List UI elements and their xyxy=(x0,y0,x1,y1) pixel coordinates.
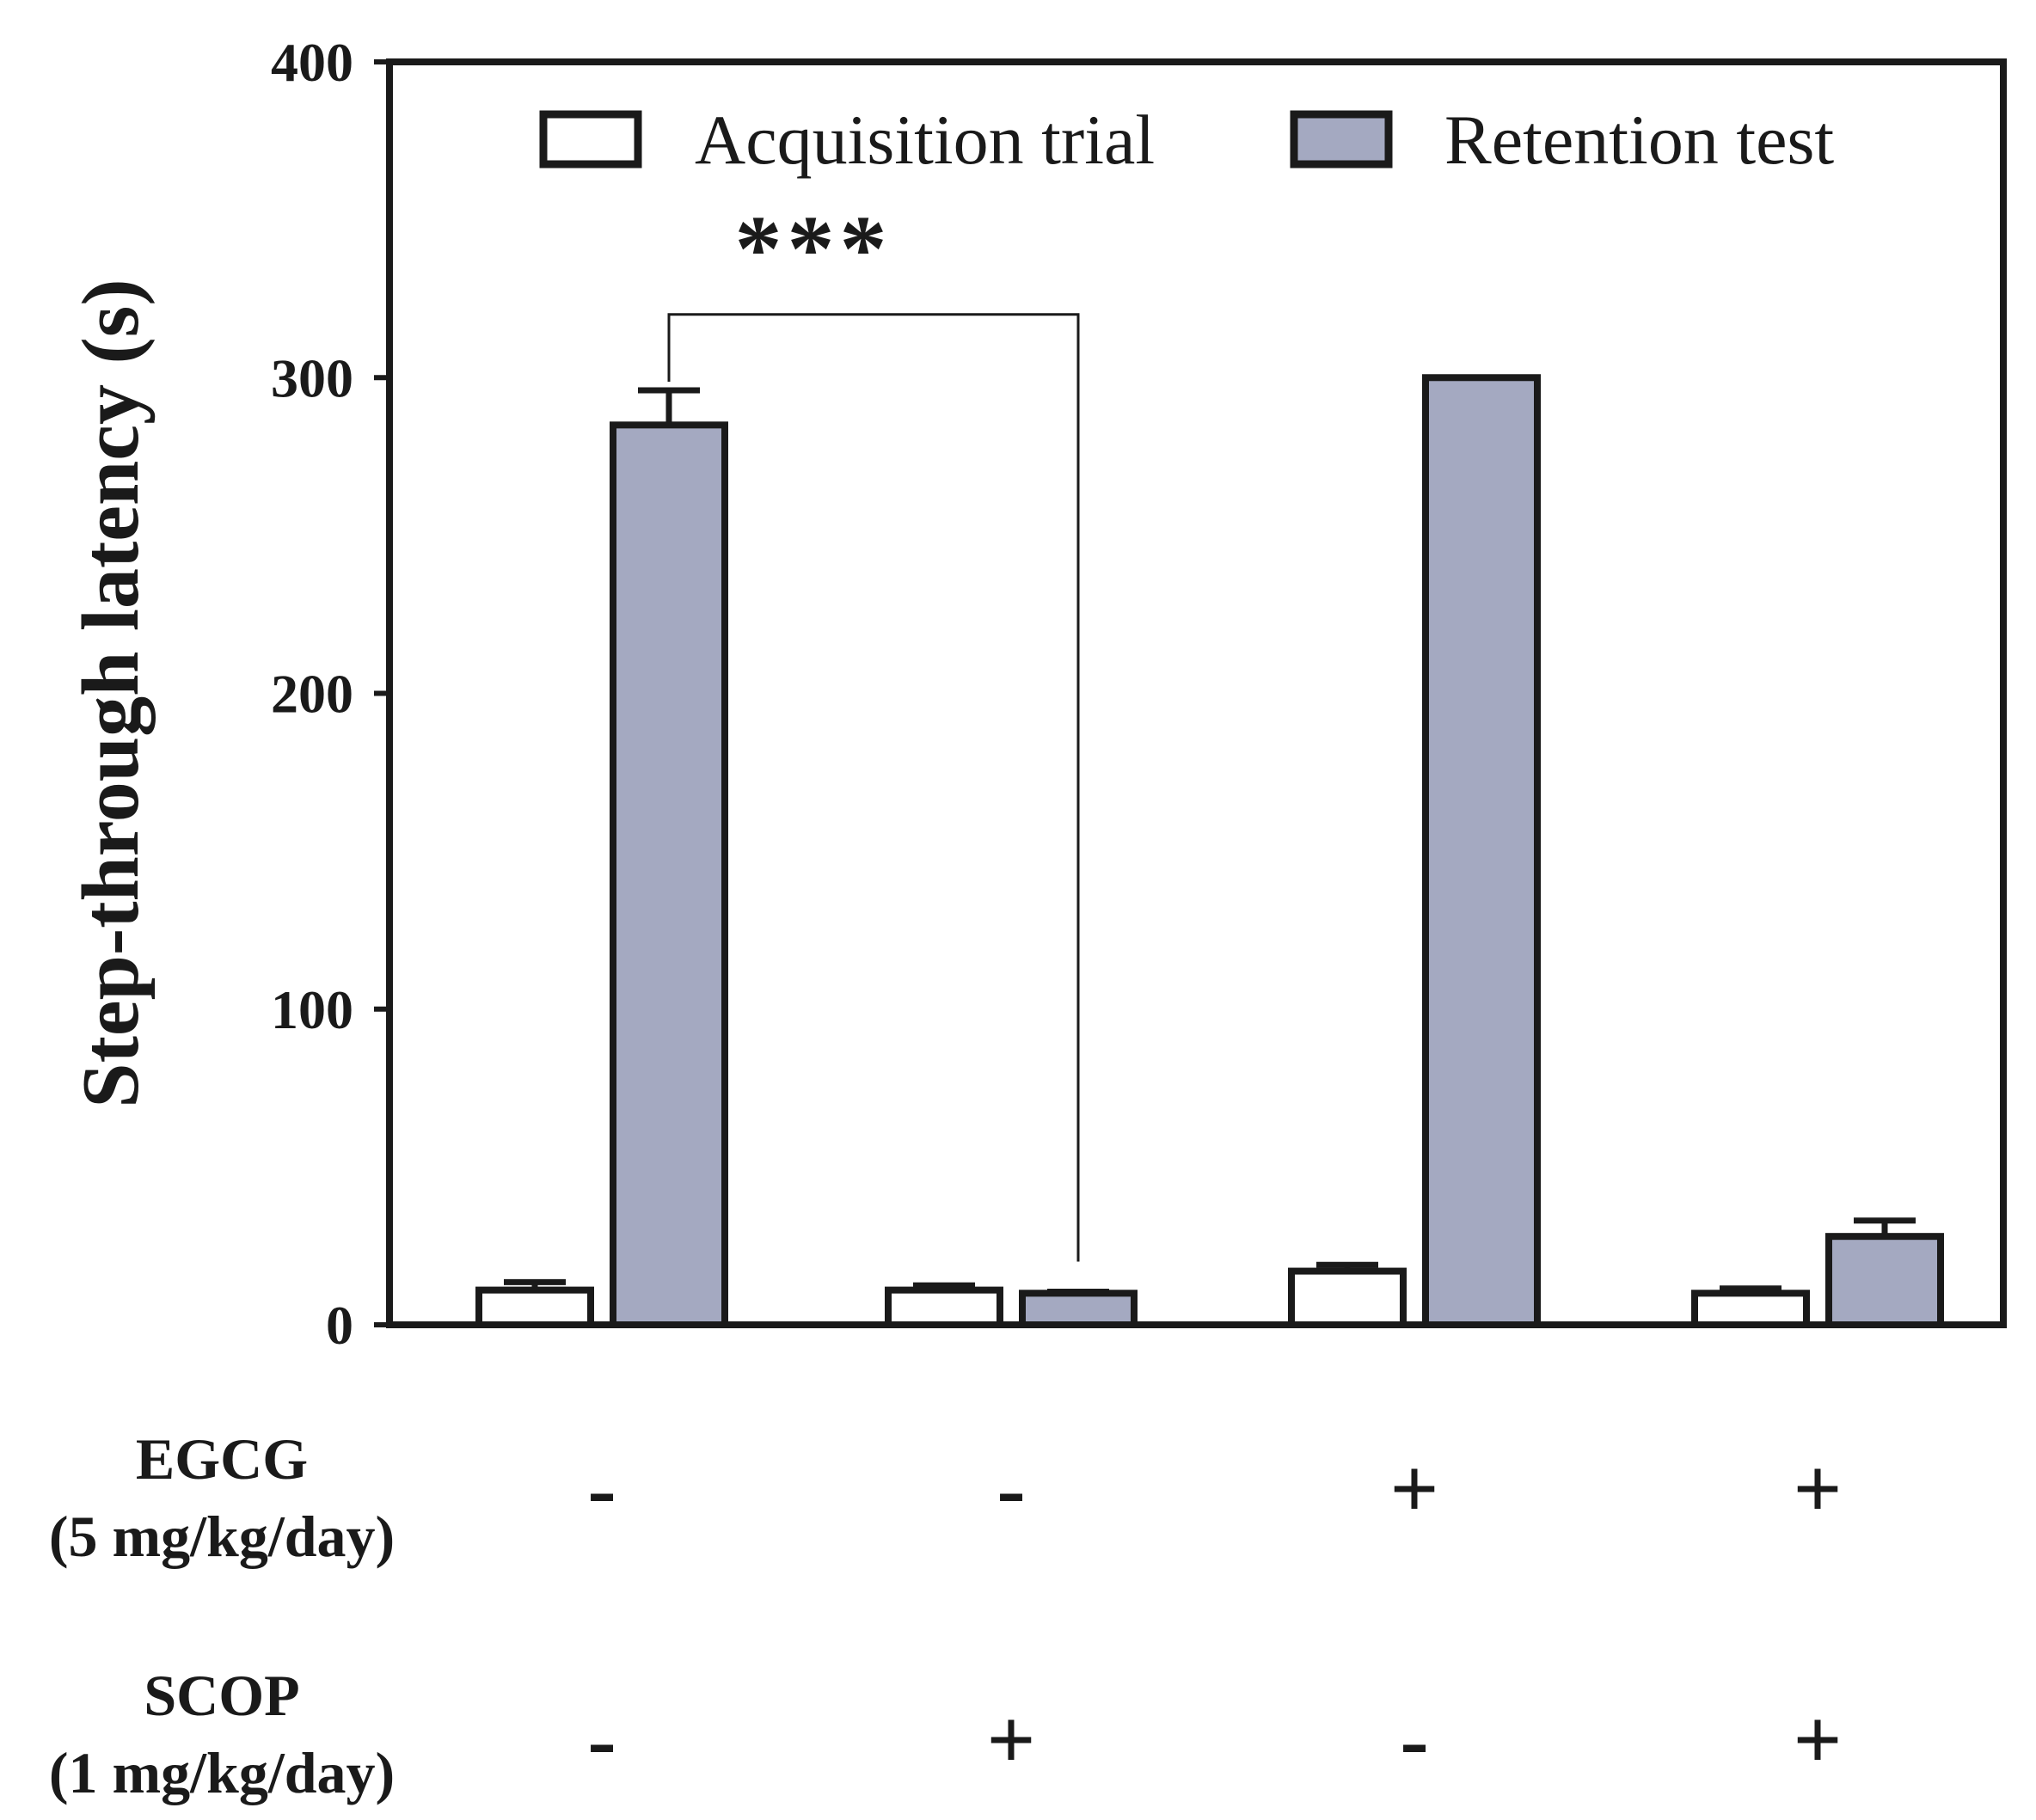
bar-acquisition-g4 xyxy=(1691,1290,1810,1329)
scop-label: SCOP xyxy=(144,1663,299,1728)
scop-dose-label: (1 mg/kg/day) xyxy=(49,1740,395,1805)
bar-retention-g2 xyxy=(1019,1290,1138,1329)
bar-retention-g4 xyxy=(1825,1233,1944,1329)
bar-acquisition-g3 xyxy=(1288,1267,1407,1329)
scop-sign-g4: + xyxy=(1794,1692,1843,1787)
scop-sign-g3: - xyxy=(1400,1692,1428,1787)
error-bars-layer xyxy=(504,387,1916,1295)
egcg-sign-g3: + xyxy=(1390,1441,1439,1536)
legend-label-acquisition: Acquisition trial xyxy=(695,101,1155,179)
y-tick-label-400: 400 xyxy=(271,32,353,93)
bars-layer xyxy=(475,374,1944,1329)
scop-sign-g1: - xyxy=(587,1692,616,1787)
y-tick-label-0: 0 xyxy=(326,1295,353,1356)
significance-layer: *** xyxy=(667,196,1080,1262)
plot-frame xyxy=(386,58,2007,1328)
legend: Acquisition trial Retention test xyxy=(539,101,1834,179)
egcg-dose-label: (5 mg/kg/day) xyxy=(49,1504,395,1569)
bar-retention-g3 xyxy=(1422,374,1541,1328)
y-tick-label-100: 100 xyxy=(271,979,353,1040)
significance-label: *** xyxy=(735,196,892,301)
egcg-sign-g2: - xyxy=(997,1441,1025,1536)
bar-acquisition-g1 xyxy=(475,1286,594,1329)
legend-label-retention: Retention test xyxy=(1444,101,1834,179)
bar-retention-g1 xyxy=(610,421,728,1328)
significance-bracket xyxy=(667,313,1080,1262)
egcg-sign-g4: + xyxy=(1794,1441,1843,1536)
legend-swatch-acquisition xyxy=(539,110,642,169)
bar-acquisition-g2 xyxy=(885,1286,1003,1329)
y-axis-label: Step-through latency (s) xyxy=(66,279,156,1107)
y-tick-label-200: 200 xyxy=(271,664,353,725)
scop-sign-g2: + xyxy=(987,1692,1036,1787)
egcg-sign-g1: - xyxy=(587,1441,616,1536)
legend-swatch-retention xyxy=(1290,110,1393,169)
y-axis-ticks: 0 100 200 300 400 xyxy=(271,32,389,1356)
treatment-conditions: EGCG (5 mg/kg/day) SCOP (1 mg/kg/day) - … xyxy=(49,1426,1843,1805)
y-tick-label-300: 300 xyxy=(271,347,353,408)
egcg-label: EGCG xyxy=(136,1426,308,1492)
